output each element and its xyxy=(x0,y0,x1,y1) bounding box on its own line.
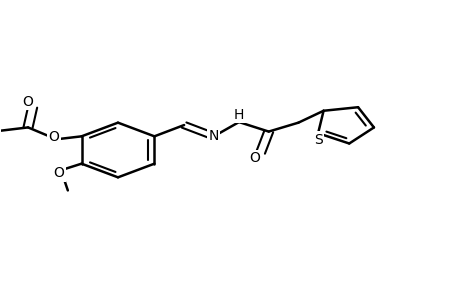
Text: O: O xyxy=(49,130,59,144)
Text: S: S xyxy=(313,133,322,147)
Text: O: O xyxy=(22,95,34,109)
Text: N: N xyxy=(208,129,218,143)
Text: H: H xyxy=(233,108,244,122)
Text: O: O xyxy=(249,151,260,165)
Text: O: O xyxy=(53,166,64,180)
